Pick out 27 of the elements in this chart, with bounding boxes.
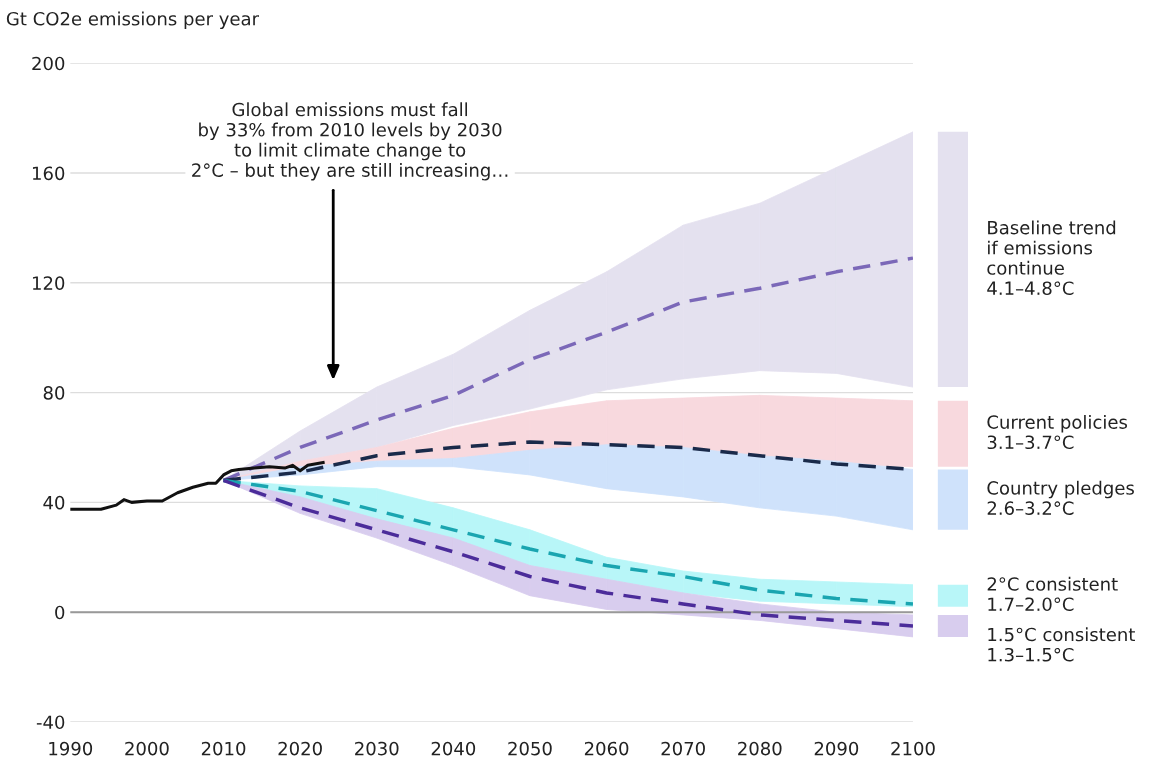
y-tick-label: 40	[43, 495, 65, 510]
text: Country pledges 2.6–3.2°C	[987, 480, 1134, 515]
annotation: Global emissions must fall by 33% from 2010 levels by 2030 to limit climate change to 2°C – but they are still increasing…	[192, 102, 508, 181]
x-tick-label: 2000	[125, 741, 169, 756]
y-tick-label: 160	[32, 166, 65, 181]
y-tick-label: 200	[32, 56, 65, 71]
text: Baseline trend if emissions continue 4.1–4.8°C	[987, 220, 1116, 296]
x-tick-label: 2060	[584, 741, 629, 756]
y-tick-label: 80	[43, 386, 65, 400]
x-tick-label: 2040	[431, 741, 476, 756]
y-tick-label: 120	[32, 276, 65, 290]
text: 2°C consistent 1.7–2.0°C	[987, 576, 1118, 612]
x-tick-label: 2080	[738, 741, 782, 756]
line-series	[70, 461, 325, 511]
x-tick-label: 2070	[661, 741, 705, 756]
x-tick-label: 2100	[891, 741, 935, 756]
x-tick-label: 2090	[814, 741, 859, 756]
y-tick-label: 0	[55, 605, 65, 620]
x-tick-label: 2030	[355, 741, 399, 756]
x-tick-label: 2050	[508, 741, 552, 756]
x-tick-label: 2010	[201, 741, 246, 756]
x-tick-label: 1990	[49, 741, 93, 756]
y-axis-title: Gt CO2e emissions per year	[6, 11, 260, 30]
x-tick-label: 2020	[278, 741, 322, 756]
y-tick-label: -40	[36, 715, 65, 730]
text: 1.5°C consistent 1.3–1.5°C	[988, 627, 1135, 662]
text: Current policies 3.1–3.7°C	[987, 414, 1128, 450]
